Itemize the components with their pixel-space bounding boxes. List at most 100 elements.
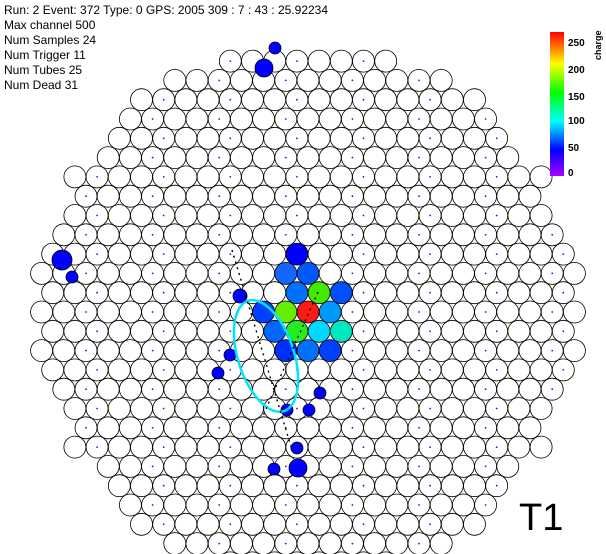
dead-tube-dot <box>418 118 420 120</box>
tube <box>451 261 475 285</box>
image-axis-line <box>261 291 319 419</box>
tube <box>374 358 398 382</box>
tube <box>296 493 320 517</box>
tube <box>296 184 320 208</box>
tube <box>196 512 220 536</box>
tube <box>63 435 87 459</box>
tube <box>429 146 453 170</box>
scale-tick-50: 50 <box>568 143 580 154</box>
tube <box>374 319 398 343</box>
tube <box>507 242 531 266</box>
dead-tube-dot <box>362 137 365 140</box>
dead-tube-dot <box>495 369 498 371</box>
tube <box>429 416 453 440</box>
tube <box>263 88 287 112</box>
num-samples-line: Num Samples 24 <box>4 33 97 47</box>
tube <box>396 474 420 498</box>
dead-tube-dot <box>296 176 298 178</box>
tube <box>163 184 187 208</box>
tube <box>463 165 486 189</box>
dead-tube-dot <box>96 214 98 217</box>
tube <box>385 416 409 440</box>
tube <box>374 474 398 498</box>
tube <box>41 358 65 382</box>
dead-tube-dot <box>162 484 165 487</box>
dead-tube-dot <box>351 311 354 313</box>
tube <box>107 319 131 343</box>
dead-tube-dot <box>351 542 354 545</box>
outlier-hit-tube <box>268 41 282 55</box>
dead-tube-dot <box>284 195 287 198</box>
tube <box>107 126 131 150</box>
tube <box>185 416 209 440</box>
tube <box>396 281 420 305</box>
tube <box>529 435 553 459</box>
dead-tube-dot <box>96 407 98 410</box>
tube <box>296 416 320 440</box>
dead-tube-dot <box>351 233 354 236</box>
tube <box>440 474 464 498</box>
tube <box>252 223 276 247</box>
dead-tube-dot <box>218 195 221 198</box>
hit-tube <box>296 261 320 285</box>
tube <box>311 551 327 554</box>
tube <box>229 377 253 401</box>
tube <box>63 281 87 305</box>
tube <box>230 532 253 554</box>
tube <box>307 435 331 459</box>
tube <box>385 184 409 208</box>
tube <box>185 184 209 208</box>
tube <box>329 358 353 382</box>
tube <box>374 281 398 305</box>
hit-tube <box>274 261 298 285</box>
tube <box>296 146 320 170</box>
tube <box>374 242 398 266</box>
tube <box>318 493 342 517</box>
charge-color-scale: 250 200 150 100 50 0 charge <box>550 30 603 179</box>
tube-grid <box>30 49 586 554</box>
tube <box>429 107 453 131</box>
tube <box>196 474 220 498</box>
dead-tube-dot <box>162 253 165 256</box>
tube <box>385 377 409 401</box>
tube <box>263 474 287 498</box>
tube <box>163 107 187 131</box>
dead-tube-dot <box>429 214 431 217</box>
image-axis-line <box>231 249 293 451</box>
tube <box>163 493 187 517</box>
tube <box>518 377 542 401</box>
tube <box>118 184 142 208</box>
tube <box>451 339 475 363</box>
tube <box>63 204 87 227</box>
dead-tube-dot <box>229 407 232 410</box>
tube <box>185 107 209 131</box>
outlier-hit-tube <box>223 348 237 362</box>
dead-tube-dot <box>284 156 287 159</box>
event-header-line: Run: 2 Event: 372 Type: 0 GPS: 2005 309 … <box>4 3 329 17</box>
tube <box>245 551 260 554</box>
tube <box>185 261 209 285</box>
tube <box>307 512 331 536</box>
hit-tube <box>329 319 353 343</box>
scale-tick-250: 250 <box>568 38 585 49</box>
tube <box>463 88 486 112</box>
tube <box>229 107 253 131</box>
tube <box>185 339 209 363</box>
tube <box>329 165 353 189</box>
tube <box>174 204 198 227</box>
tube <box>385 261 409 285</box>
tube <box>196 204 220 227</box>
tube <box>196 165 220 189</box>
dead-tube-dot <box>351 195 354 198</box>
num-tubes-line: Num Tubes 25 <box>4 63 83 77</box>
dead-tube-dot <box>96 330 98 333</box>
dead-tube-dot <box>218 272 221 275</box>
tube <box>130 204 153 227</box>
dead-tube-dot <box>284 118 287 120</box>
tube <box>296 223 320 247</box>
tube <box>185 377 209 401</box>
dead-tube-dot <box>429 407 431 410</box>
tube <box>363 69 387 92</box>
dead-tube-dot <box>162 137 165 140</box>
